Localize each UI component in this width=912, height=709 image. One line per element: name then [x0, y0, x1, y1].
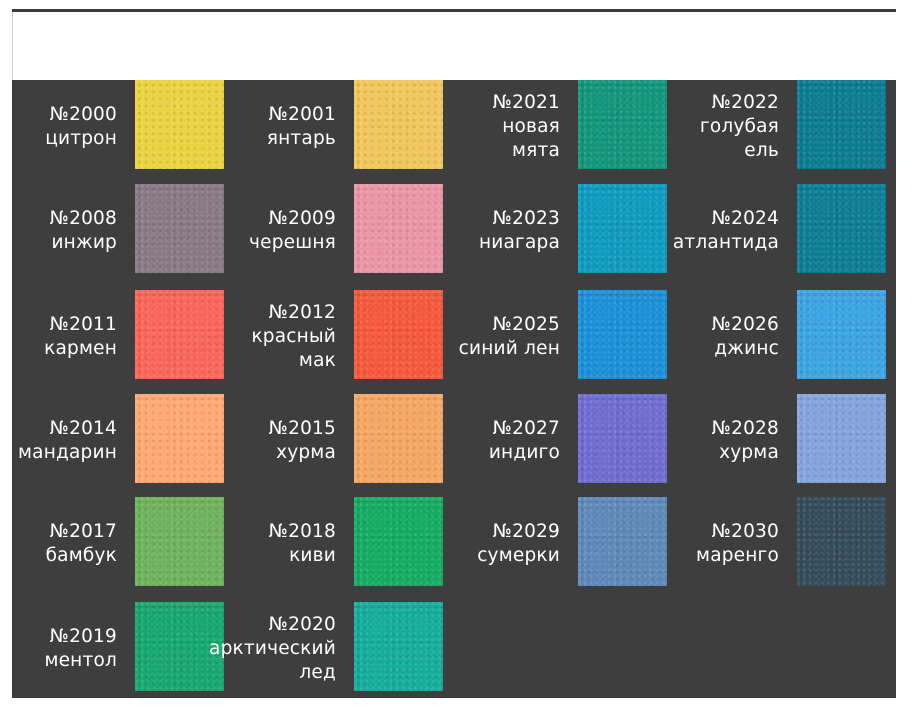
color-code: №2015 [268, 417, 336, 439]
color-name: мята [512, 139, 560, 161]
color-swatch-2030 [797, 497, 886, 586]
color-name: янтарь [266, 127, 336, 149]
color-swatch-2026 [797, 290, 886, 379]
color-label-2011: №2011 кармен [0, 313, 117, 361]
color-code: №2023 [492, 207, 560, 229]
color-name: ментол [44, 649, 117, 671]
color-name: киви [289, 544, 336, 566]
color-swatch-2015 [354, 394, 443, 483]
color-label-2025: №2025 синий лен [410, 313, 560, 361]
color-name: атлантида [672, 231, 779, 253]
color-name: бамбук [45, 544, 117, 566]
color-swatch-2022 [797, 80, 886, 169]
color-name: цитрон [45, 127, 117, 149]
color-name: мандарин [18, 441, 117, 463]
color-name: красный [251, 325, 336, 347]
top-border [12, 9, 896, 12]
color-code: №2001 [268, 103, 336, 125]
color-label-2000: №2000 цитрон [0, 103, 117, 151]
color-swatch-2024 [797, 184, 886, 273]
color-name: джинс [714, 337, 779, 359]
color-swatch-2018 [354, 497, 443, 586]
color-label-2019: №2019 ментол [0, 625, 117, 673]
color-label-2023: №2023 ниагара [410, 207, 560, 255]
color-palette-panel [12, 80, 896, 698]
color-swatch-2012 [354, 290, 443, 379]
color-name: инжир [51, 231, 117, 253]
color-name: арктический [209, 637, 336, 659]
color-code: №2026 [711, 313, 779, 335]
color-label-2024: №2024 атлантида [629, 207, 779, 255]
color-code: №2028 [711, 417, 779, 439]
color-name: индиго [488, 441, 560, 463]
color-label-2027: №2027 индиго [410, 417, 560, 465]
color-name: маренго [696, 544, 779, 566]
color-name: кармен [44, 337, 117, 359]
color-code: №2008 [49, 207, 117, 229]
color-code: №2014 [49, 417, 117, 439]
color-label-2022: №2022 голубая ель [629, 91, 779, 163]
color-label-2001: №2001 янтарь [186, 103, 336, 151]
color-code: №2022 [711, 91, 779, 113]
color-swatch-2011 [135, 290, 224, 379]
color-name: ель [744, 139, 779, 161]
color-name: хурма [719, 441, 779, 463]
color-name: черешня [249, 231, 336, 253]
color-code: №2000 [49, 103, 117, 125]
color-swatch-2020 [354, 602, 443, 691]
color-swatch-2023 [578, 184, 667, 273]
color-swatch-2000 [135, 80, 224, 169]
color-code: №2030 [711, 520, 779, 542]
color-code: №2018 [268, 520, 336, 542]
color-name: лед [299, 661, 336, 683]
color-label-2030: №2030 маренго [629, 520, 779, 568]
color-name: новая [502, 115, 560, 137]
color-code: №2024 [711, 207, 779, 229]
color-swatch-2014 [135, 394, 224, 483]
color-swatch-2008 [135, 184, 224, 273]
color-label-2028: №2028 хурма [629, 417, 779, 465]
color-code: №2017 [49, 520, 117, 542]
color-label-2017: №2017 бамбук [0, 520, 117, 568]
color-code: №2025 [492, 313, 560, 335]
color-label-2018: №2018 киви [186, 520, 336, 568]
color-name: сумерки [477, 544, 560, 566]
color-code: №2012 [268, 301, 336, 323]
color-swatch-2027 [578, 394, 667, 483]
color-label-2021: №2021 новая мята [410, 91, 560, 163]
color-code: №2027 [492, 417, 560, 439]
color-swatch-2025 [578, 290, 667, 379]
color-swatch-2028 [797, 394, 886, 483]
color-label-2008: №2008 инжир [0, 207, 117, 255]
color-label-2012: №2012 красный мак [186, 301, 336, 373]
color-swatch-2029 [578, 497, 667, 586]
color-swatch-2019 [135, 602, 224, 691]
color-label-2009: №2009 черешня [186, 207, 336, 255]
color-swatch-2001 [354, 80, 443, 169]
color-swatch-2017 [135, 497, 224, 586]
color-code: №2020 [268, 613, 336, 635]
color-name: ниагара [479, 231, 560, 253]
color-code: №2029 [492, 520, 560, 542]
color-label-2020: №2020 арктический лед [186, 613, 336, 685]
color-code: №2021 [492, 91, 560, 113]
color-name: хурма [276, 441, 336, 463]
color-name: голубая [699, 115, 779, 137]
color-label-2026: №2026 джинс [629, 313, 779, 361]
color-swatch-2009 [354, 184, 443, 273]
color-code: №2009 [268, 207, 336, 229]
color-label-2029: №2029 сумерки [410, 520, 560, 568]
color-code: №2019 [49, 625, 117, 647]
color-code: №2011 [49, 313, 117, 335]
color-name: синий лен [458, 337, 560, 359]
color-label-2015: №2015 хурма [186, 417, 336, 465]
color-swatch-2021 [578, 80, 667, 169]
color-name: мак [298, 349, 336, 371]
color-label-2014: №2014 мандарин [0, 417, 117, 465]
